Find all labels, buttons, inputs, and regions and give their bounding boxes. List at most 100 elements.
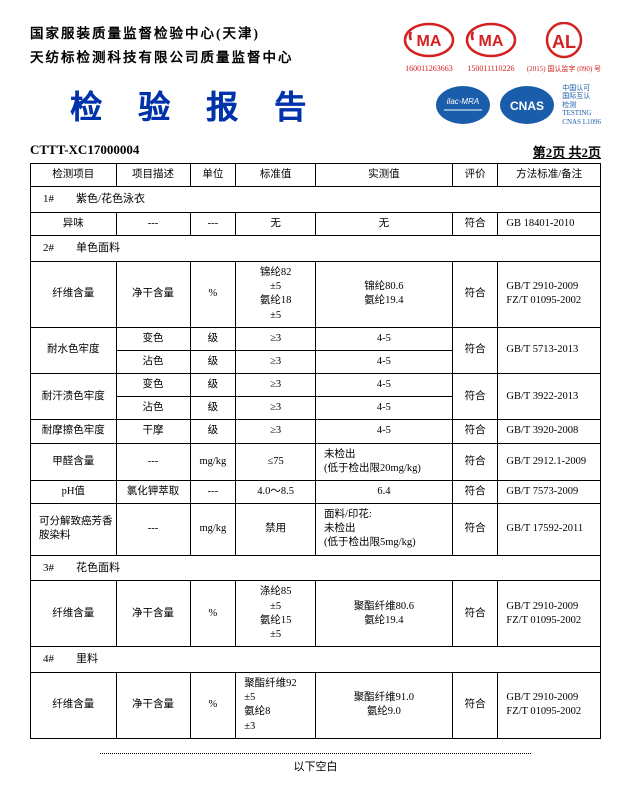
cnas-line: 检测 xyxy=(562,101,601,109)
item-cell: 纤维含量 xyxy=(31,262,117,328)
org-line-2: 天纺标检测科技有限公司质量监督中心 xyxy=(30,46,294,70)
eval-cell: 符合 xyxy=(452,420,498,443)
footer-divider xyxy=(100,753,531,754)
meas-cell: 4-5 xyxy=(315,397,452,420)
eval-cell: 符合 xyxy=(452,374,498,420)
unit-cell: % xyxy=(190,262,236,328)
std-cell: 禁用 xyxy=(236,504,316,556)
eval-cell: 符合 xyxy=(452,262,498,328)
item-cell: 异味 xyxy=(31,213,117,236)
table-row: 耐汗渍色牢度 变色 级 ≥3 4-5 符合 GB/T 3922-2013 xyxy=(31,374,601,397)
cma-num-2: 15001111022​6 xyxy=(467,64,514,73)
unit-cell: 级 xyxy=(190,350,236,373)
ilac-mra-icon: ilac-MRA xyxy=(434,84,492,126)
method-cell: GB 18401-2010 xyxy=(498,213,601,236)
svg-text:MA: MA xyxy=(478,33,503,50)
section-label: 1# 紫色/花色泳衣 xyxy=(31,187,601,213)
cert-logos: MA 16001126366​3 MA 15001111022​6 AL (20… xyxy=(403,22,601,74)
cma-logo-1: MA 16001126366​3 xyxy=(403,22,455,73)
cma-logo-2: MA 15001111022​6 xyxy=(465,22,517,73)
unit-cell: 级 xyxy=(190,374,236,397)
std-cell: ≤75 xyxy=(236,443,316,480)
table-row: 耐摩擦色牢度 干摩 级 ≥3 4-5 符合 GB/T 3920-2008 xyxy=(31,420,601,443)
section-label: 4# 里料 xyxy=(31,647,601,673)
method-cell: GB/T 2910-2009FZ/T 01095-2002 xyxy=(498,262,601,328)
std-cell: ≥3 xyxy=(236,350,316,373)
footer-text: 以下空白 xyxy=(30,758,601,774)
item-cell: 耐摩擦色牢度 xyxy=(31,420,117,443)
unit-cell: --- xyxy=(190,480,236,503)
section-label: 3# 花色面料 xyxy=(31,555,601,581)
cnas-line: 国际互认 xyxy=(562,92,601,100)
method-cell: GB/T 2910-2009FZ/T 01095-2002 xyxy=(498,581,601,647)
desc-cell: 净干含量 xyxy=(116,581,190,647)
item-cell: 可分解致癌芳香胺染料 xyxy=(31,504,117,556)
table-row: 异味 --- --- 无 无 符合 GB 18401-2010 xyxy=(31,213,601,236)
accred-logos: ilac-MRA CNAS 中国认可 国际互认 检测 TESTING CNAS … xyxy=(434,84,601,126)
desc-cell: 干摩 xyxy=(116,420,190,443)
desc-cell: 氯化钾萃取 xyxy=(116,480,190,503)
table-row: 耐水色牢度 变色 级 ≥3 4-5 符合 GB/T 5713-2013 xyxy=(31,327,601,350)
col-header: 实测值 xyxy=(315,164,452,187)
desc-cell: 净干含量 xyxy=(116,672,190,738)
cnas-line: CNAS L1096 xyxy=(562,118,601,126)
std-cell: ≥3 xyxy=(236,327,316,350)
section-header: 1# 紫色/花色泳衣 xyxy=(31,187,601,213)
method-cell: GB/T 3922-2013 xyxy=(498,374,601,420)
desc-cell: --- xyxy=(116,504,190,556)
eval-cell: 符合 xyxy=(452,504,498,556)
cnas-text: 中国认可 国际互认 检测 TESTING CNAS L1096 xyxy=(562,84,601,126)
unit-cell: --- xyxy=(190,213,236,236)
table-row: pH值 氯化钾萃取 --- 4.0～8.5 6.4 符合 GB/T 7573-2… xyxy=(31,480,601,503)
meas-cell: 聚酯纤维80.6氨纶19.4 xyxy=(315,581,452,647)
cnas-logo-icon: CNAS xyxy=(498,84,556,126)
desc-cell: 变色 xyxy=(116,374,190,397)
col-header: 标准值 xyxy=(236,164,316,187)
method-cell: GB/T 2912.1-2009 xyxy=(498,443,601,480)
meas-cell: 未检出(低于检出限20mg/kg) xyxy=(315,443,452,480)
table-row: 甲醛含量 --- mg/kg ≤75 未检出(低于检出限20mg/kg) 符合 … xyxy=(31,443,601,480)
desc-cell: 沾色 xyxy=(116,350,190,373)
std-cell: 涤纶85±5氨纶15±5 xyxy=(236,581,316,647)
col-header: 单位 xyxy=(190,164,236,187)
eval-cell: 符合 xyxy=(452,213,498,236)
svg-text:AL: AL xyxy=(552,32,576,52)
method-cell: GB/T 7573-2009 xyxy=(498,480,601,503)
cnas-line: TESTING xyxy=(562,109,601,117)
page-info: 第2页 共2页 xyxy=(533,142,601,161)
desc-cell: --- xyxy=(116,443,190,480)
org-line-1: 国家服装质量监督检验中心(天津) xyxy=(30,22,294,46)
std-cell: ≥3 xyxy=(236,420,316,443)
eval-cell: 符合 xyxy=(452,480,498,503)
doc-id-row: CTTT-XC17000004 第2页 共2页 xyxy=(30,142,601,161)
std-cell: 锦纶82±5氨纶18±5 xyxy=(236,262,316,328)
doc-id: CTTT-XC17000004 xyxy=(30,142,139,161)
item-cell: 耐汗渍色牢度 xyxy=(31,374,117,420)
item-cell: pH值 xyxy=(31,480,117,503)
svg-text:ilac-MRA: ilac-MRA xyxy=(447,97,479,106)
desc-cell: --- xyxy=(116,213,190,236)
method-cell: GB/T 2910-2009FZ/T 01095-2002 xyxy=(498,672,601,738)
section-header: 2# 单色面料 xyxy=(31,236,601,262)
std-cell: 无 xyxy=(236,213,316,236)
unit-cell: 级 xyxy=(190,420,236,443)
cma-num-1: 16001126366​3 xyxy=(405,64,453,73)
std-cell: ≥3 xyxy=(236,397,316,420)
col-header: 检测项目 xyxy=(31,164,117,187)
meas-cell: 4-5 xyxy=(315,420,452,443)
svg-text:CNAS: CNAS xyxy=(510,99,544,113)
col-header: 方法标准/备注 xyxy=(498,164,601,187)
eval-cell: 符合 xyxy=(452,672,498,738)
report-table: 检测项目 项目描述 单位 标准值 实测值 评价 方法标准/备注 1# 紫色/花色… xyxy=(30,163,601,739)
section-header: 4# 里料 xyxy=(31,647,601,673)
org-text: 国家服装质量监督检验中心(天津) 天纺标检测科技有限公司质量监督中心 xyxy=(30,22,294,71)
desc-cell: 变色 xyxy=(116,327,190,350)
unit-cell: % xyxy=(190,672,236,738)
unit-cell: mg/kg xyxy=(190,504,236,556)
unit-cell: 级 xyxy=(190,397,236,420)
std-cell: 聚酯纤维92±5氨纶8±3 xyxy=(236,672,316,738)
section-label: 2# 单色面料 xyxy=(31,236,601,262)
meas-cell: 4-5 xyxy=(315,374,452,397)
header: 国家服装质量监督检验中心(天津) 天纺标检测科技有限公司质量监督中心 MA 16… xyxy=(30,22,601,74)
eval-cell: 符合 xyxy=(452,443,498,480)
